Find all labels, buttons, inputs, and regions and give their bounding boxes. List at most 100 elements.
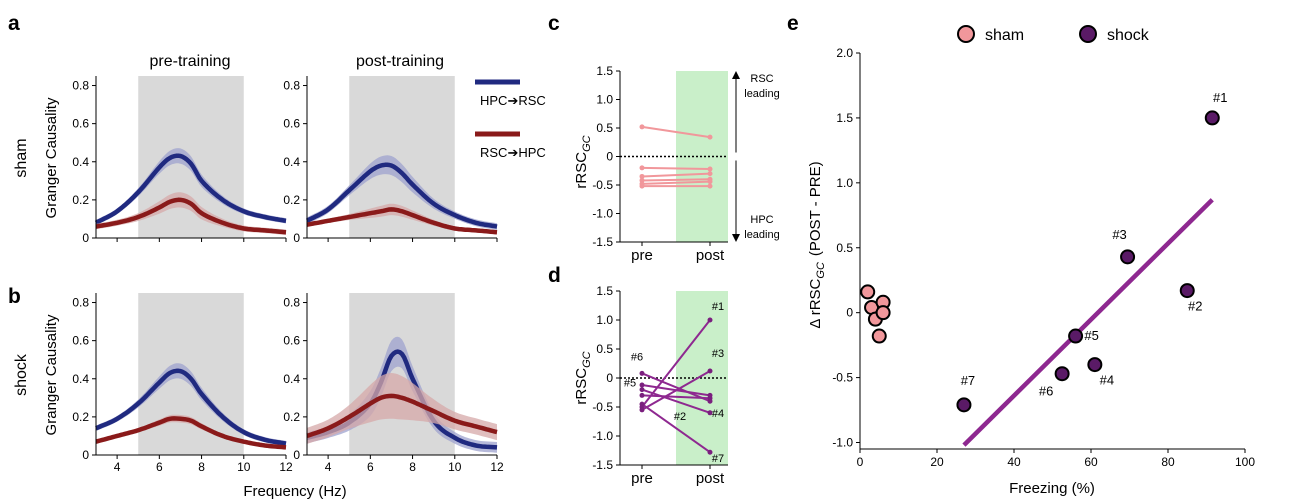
y-tick-label: 0	[293, 231, 300, 245]
annotation-hpc: HPC	[750, 214, 773, 226]
granger-subplot-1: 0 0.2 0.4 0.6 0.8	[283, 76, 498, 245]
shock-point	[707, 392, 713, 398]
shock-point	[639, 370, 645, 376]
sham-line	[641, 166, 711, 171]
y-tick-label: 0.4	[72, 155, 89, 169]
xlabel-freezing: Freezing (%)	[1009, 480, 1095, 497]
y-tick-label: -0.5	[832, 371, 853, 385]
x-tick-label: 80	[1161, 455, 1175, 469]
shock-point	[639, 407, 645, 413]
y-tick-label: 2.0	[836, 46, 853, 60]
legend-label-rsc-hpc: RSC➔HPC	[480, 145, 546, 160]
y-tick-label: 1.5	[836, 111, 853, 125]
y-tick-label: 0.2	[283, 193, 300, 207]
series-line-hpc-rsc	[95, 368, 287, 446]
shock-point-label: #6	[1039, 384, 1053, 399]
y-tick-label: 0.2	[72, 410, 89, 424]
y-tick-label: -0.5	[592, 400, 613, 414]
panel-e-plot: 2.0 1.5 1.0 0.5 0 -0.5 -1.0 0 20 40 60 80 100 #1 #2 #3 #…	[832, 46, 1255, 469]
sham-point	[707, 134, 713, 140]
granger-subplot-0: 0 0.2 0.4 0.6 0.8	[72, 76, 287, 245]
ylabel-e: Δ rRSCGC(POST - PRE)	[807, 161, 827, 328]
sham-point	[871, 328, 887, 344]
sham-point	[639, 173, 645, 179]
legend-marker-shock	[1079, 25, 1097, 43]
x-tick-label: 100	[1235, 455, 1255, 469]
y-tick-label: -1.0	[592, 207, 613, 221]
y-tick-label: 0.5	[596, 342, 613, 356]
panel-label-d: d	[548, 264, 561, 287]
arrow-up-head	[732, 71, 740, 79]
shock-point	[1120, 249, 1136, 265]
annotation-rsc-leading: leading	[744, 88, 779, 100]
shock-point	[1068, 328, 1084, 344]
shock-point	[639, 387, 645, 393]
legend-marker-sham	[957, 25, 975, 43]
point-label: #6	[631, 352, 643, 364]
column-title-post: post-training	[356, 53, 444, 70]
x-tick-label: 4	[114, 460, 121, 474]
y-tick-label: 0.8	[283, 296, 300, 310]
x-tick-label: 10	[237, 460, 251, 474]
y-tick-label: 1.0	[596, 313, 613, 327]
panel-label-a: a	[8, 12, 20, 35]
point-label: #3	[712, 348, 724, 360]
y-tick-label: 1.0	[836, 176, 853, 190]
xlabel-frequency: Frequency (Hz)	[243, 483, 346, 500]
sham-line	[641, 172, 711, 178]
panel-label-e: e	[787, 12, 799, 35]
y-tick-label: 0	[82, 448, 89, 462]
x-tick-label: 60	[1084, 455, 1098, 469]
x-tick-label: 8	[198, 460, 205, 474]
x-tick-label: 8	[409, 460, 416, 474]
y-tick-label: 0.8	[72, 79, 89, 93]
shock-point	[1087, 357, 1103, 373]
x-tick-label: 6	[156, 460, 163, 474]
shock-point-label: #2	[1188, 299, 1202, 314]
row-label-shock: shock	[13, 353, 30, 396]
fit-line	[962, 198, 1214, 447]
y-tick-label: 1.0	[596, 93, 613, 107]
x-tick-label: post	[696, 470, 725, 487]
shock-line	[641, 383, 711, 397]
shock-point-label: #1	[1213, 90, 1227, 105]
ylabel-granger-shock: Granger Causality	[43, 314, 60, 435]
point-label: #2	[674, 411, 686, 423]
legend-label-sham: sham	[985, 27, 1024, 44]
column-title-pre: pre-training	[150, 53, 231, 70]
ylabel-granger-sham: Granger Causality	[43, 97, 60, 218]
sham-line	[641, 180, 711, 185]
sham-point	[875, 305, 891, 321]
y-tick-label: 0.2	[283, 410, 300, 424]
shock-point	[707, 317, 713, 323]
shock-line	[641, 372, 711, 403]
y-tick-label: 0.8	[283, 79, 300, 93]
shock-point	[639, 392, 645, 398]
arrow-down-head	[732, 234, 740, 242]
granger-subplot-3: 4 6 8 10 12 0 0.2 0.4 0.6 0.8	[283, 293, 504, 474]
error-band-hpc-rsc	[96, 148, 286, 226]
shock-point	[639, 382, 645, 388]
sham-point	[639, 124, 645, 130]
sham-point	[707, 171, 713, 177]
x-tick-label: 4	[325, 460, 332, 474]
ylabel-c: rRSCGC	[573, 135, 593, 188]
shock-point	[956, 397, 972, 413]
y-tick-label: 0.8	[72, 296, 89, 310]
y-tick-label: 0.6	[72, 117, 89, 131]
series-line-rsc-hpc	[306, 393, 498, 439]
sham-point	[639, 183, 645, 189]
x-tick-label: post	[696, 247, 725, 264]
granger-subplots: 00.20.40.60.800.20.40.60.84 6 8 10 1200.20.4…	[72, 76, 504, 474]
legend-label-shock: shock	[1107, 27, 1150, 44]
shock-line	[641, 388, 711, 414]
x-tick-label: 0	[857, 455, 864, 469]
y-tick-label: 0.4	[283, 372, 300, 386]
y-tick-label: 0.2	[72, 193, 89, 207]
shock-line	[641, 394, 711, 400]
ylabel-d: rRSCGC	[573, 351, 593, 404]
shock-point	[707, 398, 713, 404]
y-tick-label: -1.5	[592, 458, 613, 472]
y-tick-label: 0	[606, 150, 613, 164]
